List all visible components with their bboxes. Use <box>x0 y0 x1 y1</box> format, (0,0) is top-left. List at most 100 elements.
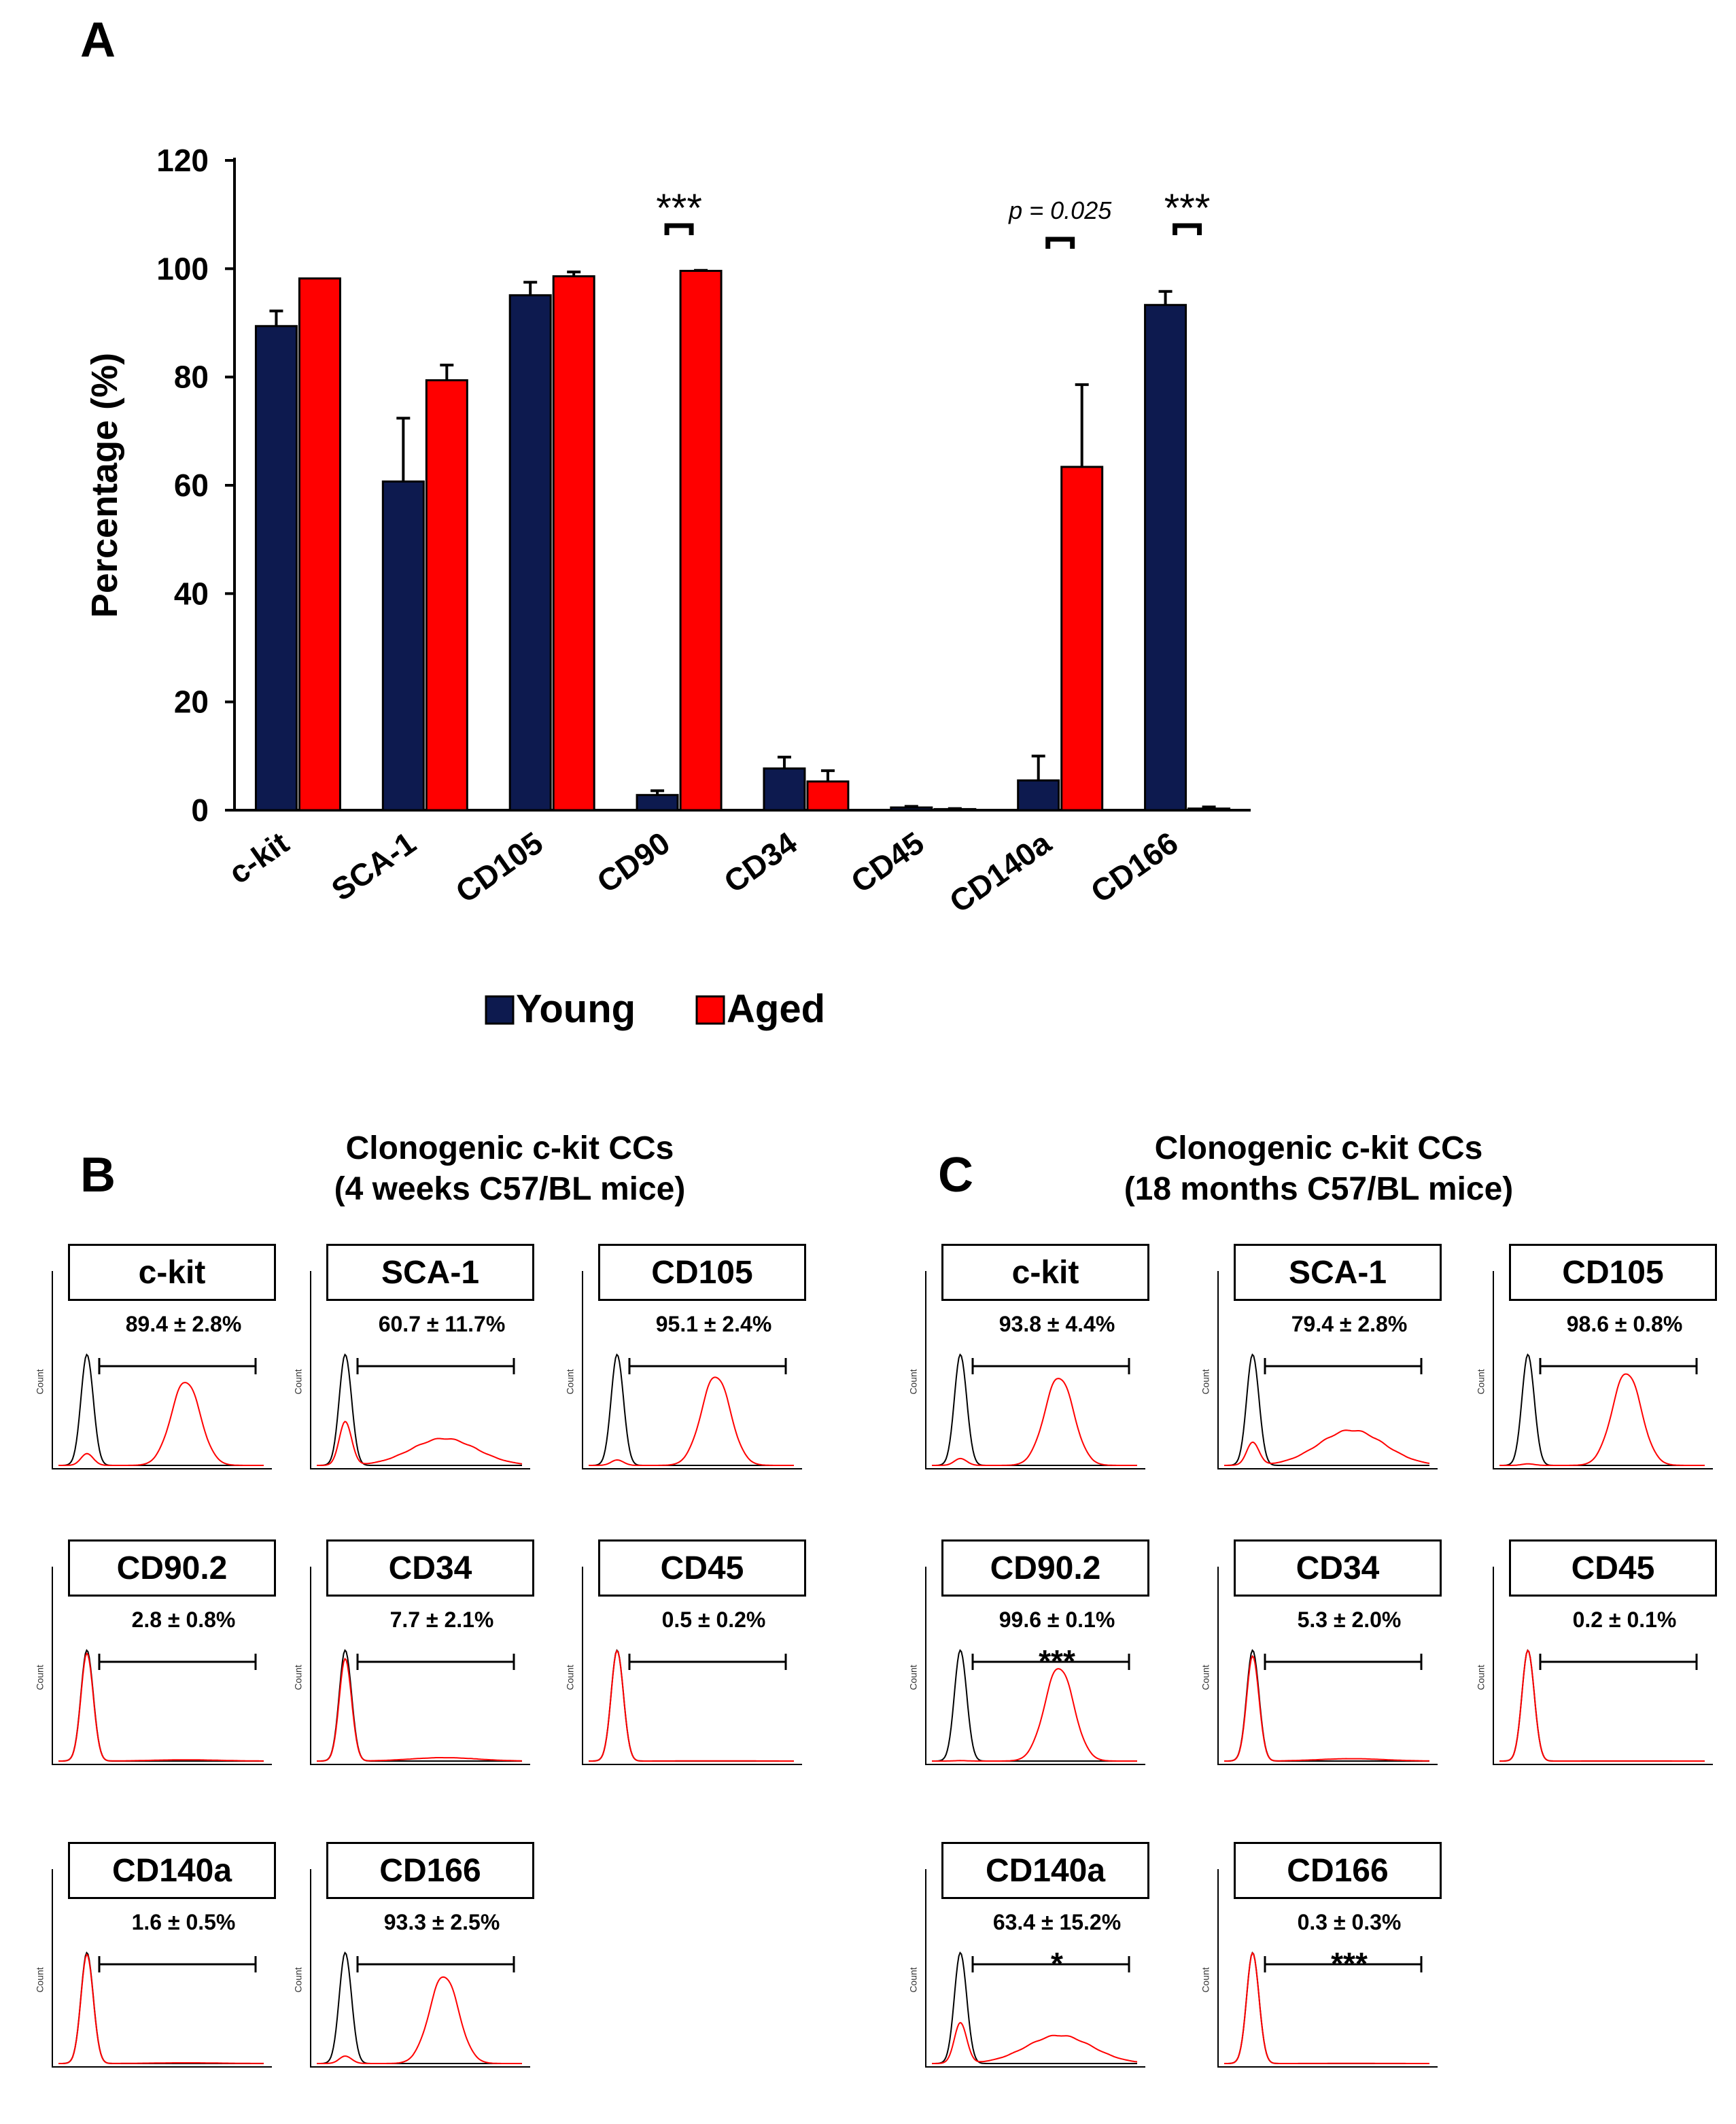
stained-curve <box>317 1657 522 1762</box>
histogram-frame <box>310 1567 530 1765</box>
count-axis-label: Count <box>1475 1665 1487 1690</box>
histogram-c-c-kit: Count c-kit 93.8 ± 4.4% <box>908 1244 1159 1475</box>
histogram-frame <box>925 1567 1145 1765</box>
y-axis-label: Percentage (%) <box>84 353 125 618</box>
stained-curve <box>1224 1654 1429 1762</box>
percent-positive: 98.6 ± 0.8% <box>1566 1312 1683 1336</box>
histogram-b-cd34: Count CD34 7.7 ± 2.1% <box>293 1539 544 1771</box>
significance-label: *** <box>656 186 702 230</box>
percent-positive: 1.6 ± 0.5% <box>131 1910 236 1934</box>
count-axis-label: Count <box>1475 1369 1487 1395</box>
marker-label: CD45 <box>598 1539 806 1597</box>
isotype-curve <box>932 1353 1137 1466</box>
marker-label: CD166 <box>326 1842 534 1899</box>
histogram-plot <box>1224 1649 1429 1762</box>
gate-marker <box>98 1358 257 1374</box>
bar-young <box>636 794 679 812</box>
gate-marker <box>356 1358 515 1374</box>
isotype-curve <box>589 1353 794 1466</box>
bar-aged <box>1060 466 1104 812</box>
histogram-b-cd45: Count CD45 0.5 ± 0.2% <box>565 1539 816 1771</box>
histogram-b-cd140a: Count CD140a 1.6 ± 0.5% <box>35 1842 285 2073</box>
histogram-frame <box>52 1567 272 1765</box>
y-tick-label: 60 <box>174 468 209 503</box>
histogram-c-cd166: Count CD166 0.3 ± 0.3% *** <box>1200 1842 1451 2073</box>
count-axis-label: Count <box>907 1967 919 1993</box>
bar-young <box>381 480 425 812</box>
marker-label: CD34 <box>1234 1539 1442 1597</box>
category-label: CD166 <box>1084 825 1184 910</box>
panel-c-title-line2: (18 months C57/BL mice) <box>1124 1171 1514 1207</box>
gate-marker <box>356 1654 515 1670</box>
category-label: CD105 <box>449 825 549 910</box>
panel-a-letter: A <box>80 13 116 67</box>
category-label: CD140a <box>943 824 1057 920</box>
gate-marker <box>1539 1654 1698 1670</box>
histogram-plot <box>1499 1353 1705 1466</box>
category-label: CD90 <box>591 825 676 900</box>
percent-positive: 99.6 ± 0.1% <box>999 1607 1115 1632</box>
bar-young <box>763 767 806 812</box>
count-axis-label: Count <box>907 1369 919 1395</box>
histogram-c-cd140a: Count CD140a 63.4 ± 15.2% * <box>908 1842 1159 2073</box>
percent-positive: 93.3 ± 2.5% <box>383 1910 500 1934</box>
y-tick-label: 40 <box>174 576 209 611</box>
histogram-c-sca-1: Count SCA-1 79.4 ± 2.8% <box>1200 1244 1451 1475</box>
histogram-frame <box>52 1271 272 1469</box>
histogram-frame <box>925 1869 1145 2068</box>
histogram-c-cd105: Count CD105 98.6 ± 0.8% <box>1476 1244 1726 1475</box>
count-axis-label: Count <box>34 1369 46 1395</box>
gate-marker <box>98 1956 257 1972</box>
significance-label: p = 0.025 <box>1008 196 1112 224</box>
count-axis-label: Count <box>564 1665 576 1690</box>
gate-marker <box>971 1358 1130 1374</box>
histogram-plot <box>1499 1649 1705 1762</box>
y-tick-label: 100 <box>156 251 209 286</box>
category-label: c-kit <box>222 825 295 891</box>
y-tick-label: 80 <box>174 360 209 395</box>
histogram-b-cd105: Count CD105 95.1 ± 2.4% <box>565 1244 816 1475</box>
count-axis-label: Count <box>34 1665 46 1690</box>
panel-b-title-line2: (4 weeks C57/BL mice) <box>334 1171 686 1207</box>
bar-aged <box>679 270 723 812</box>
bar-young <box>254 325 298 812</box>
panel-b-title: Clonogenic c-kit CCs (4 weeks C57/BL mic… <box>170 1128 850 1210</box>
bar-aged <box>425 379 468 812</box>
significance-bracket <box>664 223 694 235</box>
stained-curve <box>589 1649 794 1762</box>
percent-positive: 93.8 ± 4.4% <box>999 1312 1115 1336</box>
histogram-plot <box>317 1951 522 2064</box>
gate-marker <box>1264 1956 1423 1972</box>
stained-curve <box>932 1378 1137 1466</box>
category-label: SCA-1 <box>325 825 422 908</box>
histogram-plot <box>317 1353 523 1466</box>
histogram-plot <box>589 1353 794 1466</box>
marker-label: CD105 <box>1509 1244 1717 1301</box>
count-axis-label: Count <box>292 1369 304 1395</box>
stained-curve <box>317 1976 522 2064</box>
isotype-curve <box>58 1353 264 1466</box>
histogram-plot <box>589 1649 794 1762</box>
percent-positive: 60.7 ± 11.7% <box>378 1312 506 1336</box>
count-axis-label: Count <box>292 1967 304 1993</box>
bar-aged <box>806 780 850 812</box>
bar-young <box>508 294 552 812</box>
histogram-frame <box>52 1869 272 2068</box>
gate-marker <box>1264 1358 1423 1374</box>
marker-label: CD34 <box>326 1539 534 1597</box>
count-axis-label: Count <box>1200 1665 1211 1690</box>
percent-positive: 2.8 ± 0.8% <box>131 1607 236 1632</box>
gate-marker <box>356 1956 515 1972</box>
percent-positive: 7.7 ± 2.1% <box>389 1607 494 1632</box>
count-axis-label: Count <box>34 1967 46 1993</box>
histogram-c-cd902: Count CD90.2 99.6 ± 0.1% *** <box>908 1539 1159 1771</box>
significance-label: *** <box>1164 186 1211 230</box>
histogram-frame <box>1493 1567 1713 1765</box>
gate-marker <box>628 1654 787 1670</box>
histogram-b-sca-1: Count SCA-1 60.7 ± 11.7% <box>293 1244 544 1475</box>
histogram-frame <box>582 1567 802 1765</box>
histogram-plot <box>932 1951 1138 2064</box>
isotype-curve <box>58 1951 264 2064</box>
isotype-curve <box>1499 1353 1705 1466</box>
count-axis-label: Count <box>1200 1967 1211 1993</box>
